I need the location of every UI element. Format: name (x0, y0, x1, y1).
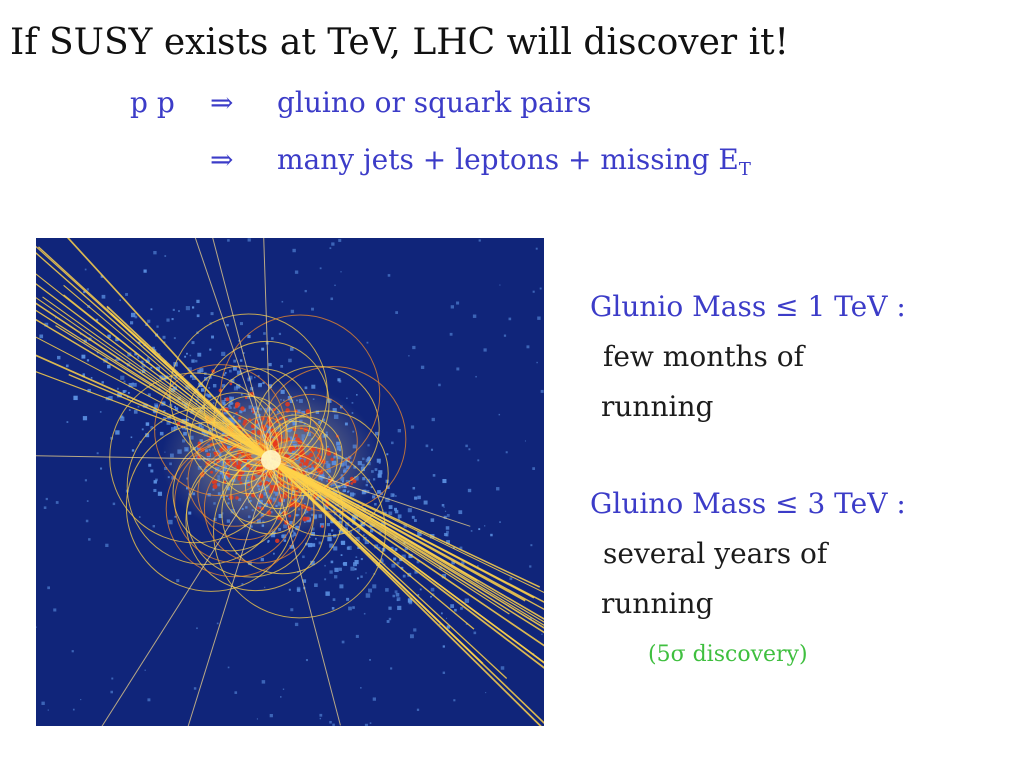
scenario-2-line2: running (601, 587, 714, 620)
signature-subscript: T (738, 159, 751, 180)
signature-text: many jets + leptons + missing ET (277, 143, 751, 180)
scenario-2-heading: Gluino Mass ≤ 3 TeV : (590, 487, 906, 520)
slide-title: If SUSY exists at TeV, LHC will discover… (10, 22, 790, 63)
products-text: gluino or squark pairs (277, 86, 592, 119)
collision-event-image (36, 238, 544, 726)
scenario-2-line1: several years of (603, 537, 828, 570)
particle-collision-event-display (36, 238, 544, 726)
scenario-1-line2: running (601, 390, 714, 423)
discovery-note: (5σ discovery) (648, 642, 808, 667)
initial-state: p p (130, 86, 175, 119)
signature-main: many jets + leptons + missing E (277, 143, 739, 176)
implies-arrow: ⇒ (210, 143, 234, 176)
scenario-1-heading: Glunio Mass ≤ 1 TeV : (590, 290, 906, 323)
implies-arrow: ⇒ (210, 86, 234, 119)
scenario-1-line1: few months of (603, 340, 805, 373)
